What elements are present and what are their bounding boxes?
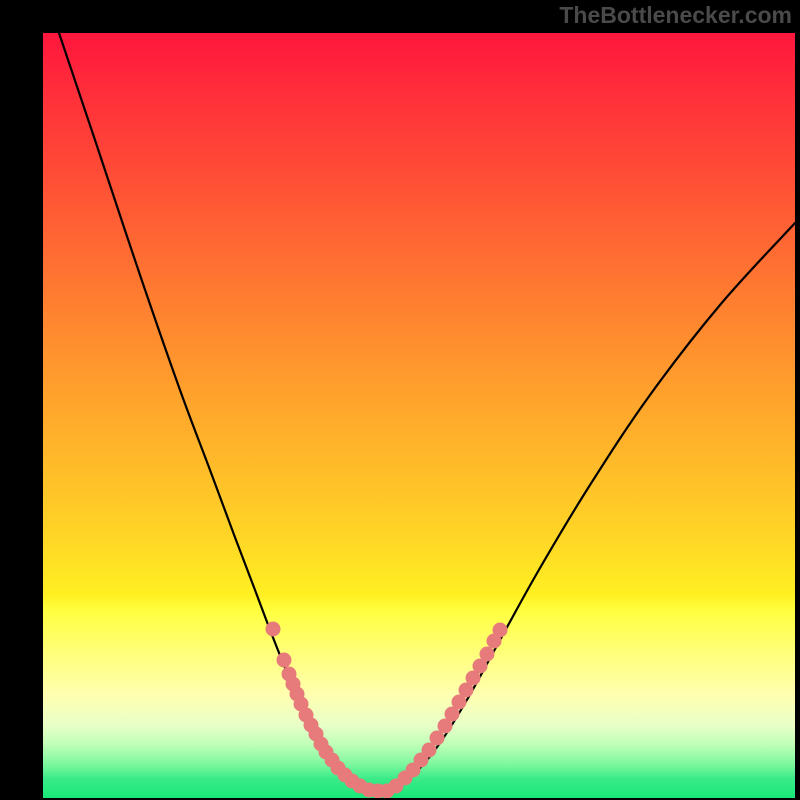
watermark-label: TheBottlenecker.com: [559, 2, 792, 29]
plot-background: [43, 33, 795, 798]
data-marker: [266, 622, 281, 637]
data-marker: [493, 623, 508, 638]
data-marker: [480, 647, 495, 662]
chart-svg: [0, 0, 800, 800]
data-marker: [277, 653, 292, 668]
chart-container: TheBottlenecker.com: [0, 0, 800, 800]
